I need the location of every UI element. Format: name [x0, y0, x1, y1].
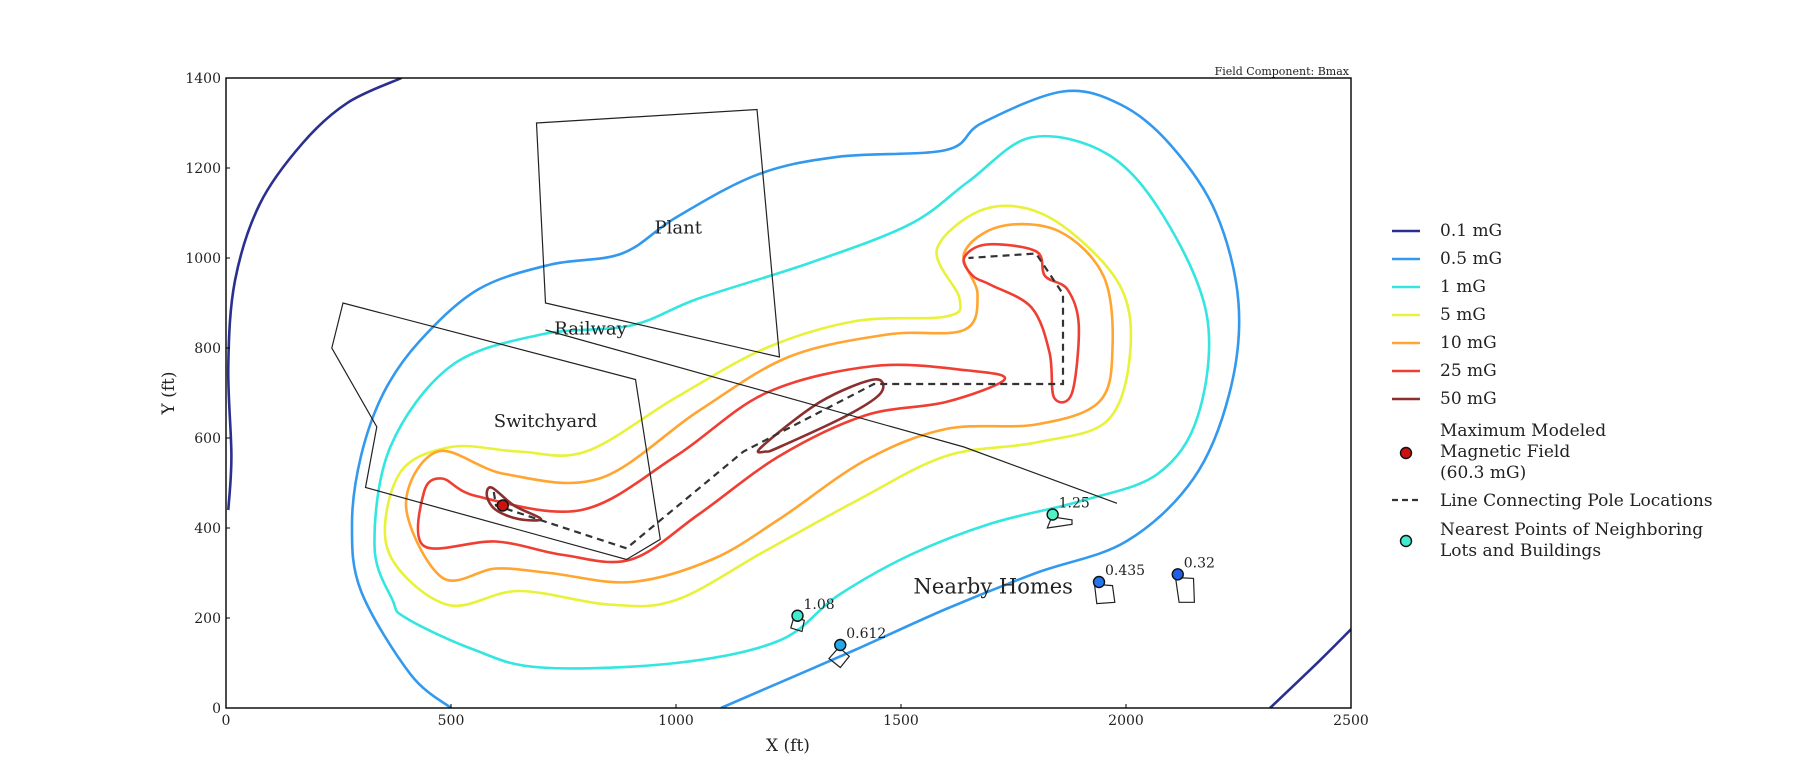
legend-label: Line Connecting Pole Locations — [1440, 491, 1713, 511]
region-label: Railway — [554, 319, 627, 340]
legend-label: 0.1 mG — [1440, 221, 1502, 241]
legend: 0.1 mG 0.5 mG 1 mG 5 mG 10 mG 25 mG 50 mG Maxim… — [1392, 221, 1713, 561]
lot-outline — [1093, 583, 1116, 605]
contour-lines — [226, 78, 1351, 708]
nearest-point-value: 0.32 — [1184, 555, 1215, 571]
contour-5-mg — [383, 204, 1133, 608]
nearest-point-marker — [791, 609, 804, 622]
points-layer: 1.08 0.612 1.25 0.435 0.32 — [496, 496, 1215, 652]
lot-outline — [828, 646, 851, 669]
y-tick-label: 1400 — [185, 71, 221, 87]
axes: 0 500 1000 1500 2000 2500 0 200 400 600 800 1000 120… — [185, 71, 1368, 729]
contour-50-mg — [485, 486, 543, 522]
y-tick-label: 600 — [194, 431, 221, 447]
pole-connection-line — [492, 252, 1065, 550]
y-tick-label: 1000 — [185, 251, 221, 267]
x-tick-label: 500 — [438, 713, 465, 729]
plot-frame — [225, 77, 1352, 709]
nearest-point-marker — [834, 638, 847, 652]
y-axis-title: Y (ft) — [159, 371, 179, 415]
region-label: Switchyard — [494, 411, 597, 432]
legend-label: (60.3 mG) — [1440, 463, 1526, 483]
y-tick-label: 1200 — [185, 161, 221, 177]
lot-outline — [1046, 516, 1073, 529]
nearest-point-marker — [1171, 568, 1184, 581]
contour-10-mg — [404, 222, 1115, 584]
contour-1-mg — [373, 134, 1211, 670]
legend-label: 10 mG — [1440, 333, 1497, 353]
site-structures — [331, 108, 1196, 669]
lot-outline — [1174, 576, 1196, 603]
x-tick-label: 2500 — [1333, 713, 1369, 729]
x-tick-label: 0 — [222, 713, 231, 729]
x-tick-label: 1000 — [658, 713, 694, 729]
nearest-point-marker — [1092, 575, 1106, 589]
contour-0.5-mg — [350, 89, 1241, 708]
y-tick-label: 0 — [212, 701, 221, 717]
legend-label: 25 mG — [1440, 361, 1497, 381]
plot-area: 1.08 0.612 1.25 0.435 0.32 Plant Railway Switc… — [225, 77, 1352, 709]
legend-max-field-swatch — [1399, 446, 1413, 460]
legend-label: 0.5 mG — [1440, 249, 1502, 269]
contour-25-mg — [962, 242, 1081, 404]
labels-layer: Plant Railway Switchyard Nearby Homes — [494, 217, 1073, 598]
lot-outline — [790, 616, 805, 633]
nearby-homes-label: Nearby Homes — [914, 574, 1073, 598]
nearest-point-value: 1.08 — [804, 597, 835, 613]
pole-line-layer — [492, 252, 1065, 550]
contour-50-mg — [756, 378, 885, 454]
legend-label: 1 mG — [1440, 277, 1486, 297]
contour-0.1-mg — [226, 78, 403, 511]
nearest-point-value: 1.25 — [1059, 496, 1090, 512]
legend-label: 50 mG — [1440, 389, 1497, 409]
y-tick-label: 800 — [194, 341, 221, 357]
legend-label: 5 mG — [1440, 305, 1486, 325]
y-tick-label: 200 — [194, 611, 221, 627]
x-axis-title: X (ft) — [766, 736, 810, 756]
legend-label: Nearest Points of Neighboring — [1440, 520, 1703, 540]
contour-0.1-mg — [1269, 628, 1351, 708]
max-field-marker — [496, 499, 509, 512]
y-tick-label: 400 — [194, 521, 221, 537]
legend-nearest-swatch — [1399, 534, 1413, 548]
corner-note: Field Component: Bmax — [1215, 65, 1350, 78]
contour-25-mg — [416, 363, 1007, 564]
plant-outline — [535, 108, 781, 358]
legend-label: Lots and Buildings — [1440, 541, 1601, 561]
switchyard-outline — [331, 302, 661, 561]
region-label: Plant — [655, 217, 703, 238]
nearest-point-value: 0.612 — [846, 626, 886, 642]
nearest-point-marker — [1046, 508, 1059, 521]
nearest-point-value: 0.435 — [1105, 563, 1145, 579]
x-tick-label: 1500 — [883, 713, 919, 729]
x-tick-label: 2000 — [1108, 713, 1144, 729]
legend-label: Maximum Modeled — [1440, 421, 1606, 441]
legend-label: Magnetic Field — [1440, 442, 1570, 462]
railway-line — [545, 329, 1118, 504]
